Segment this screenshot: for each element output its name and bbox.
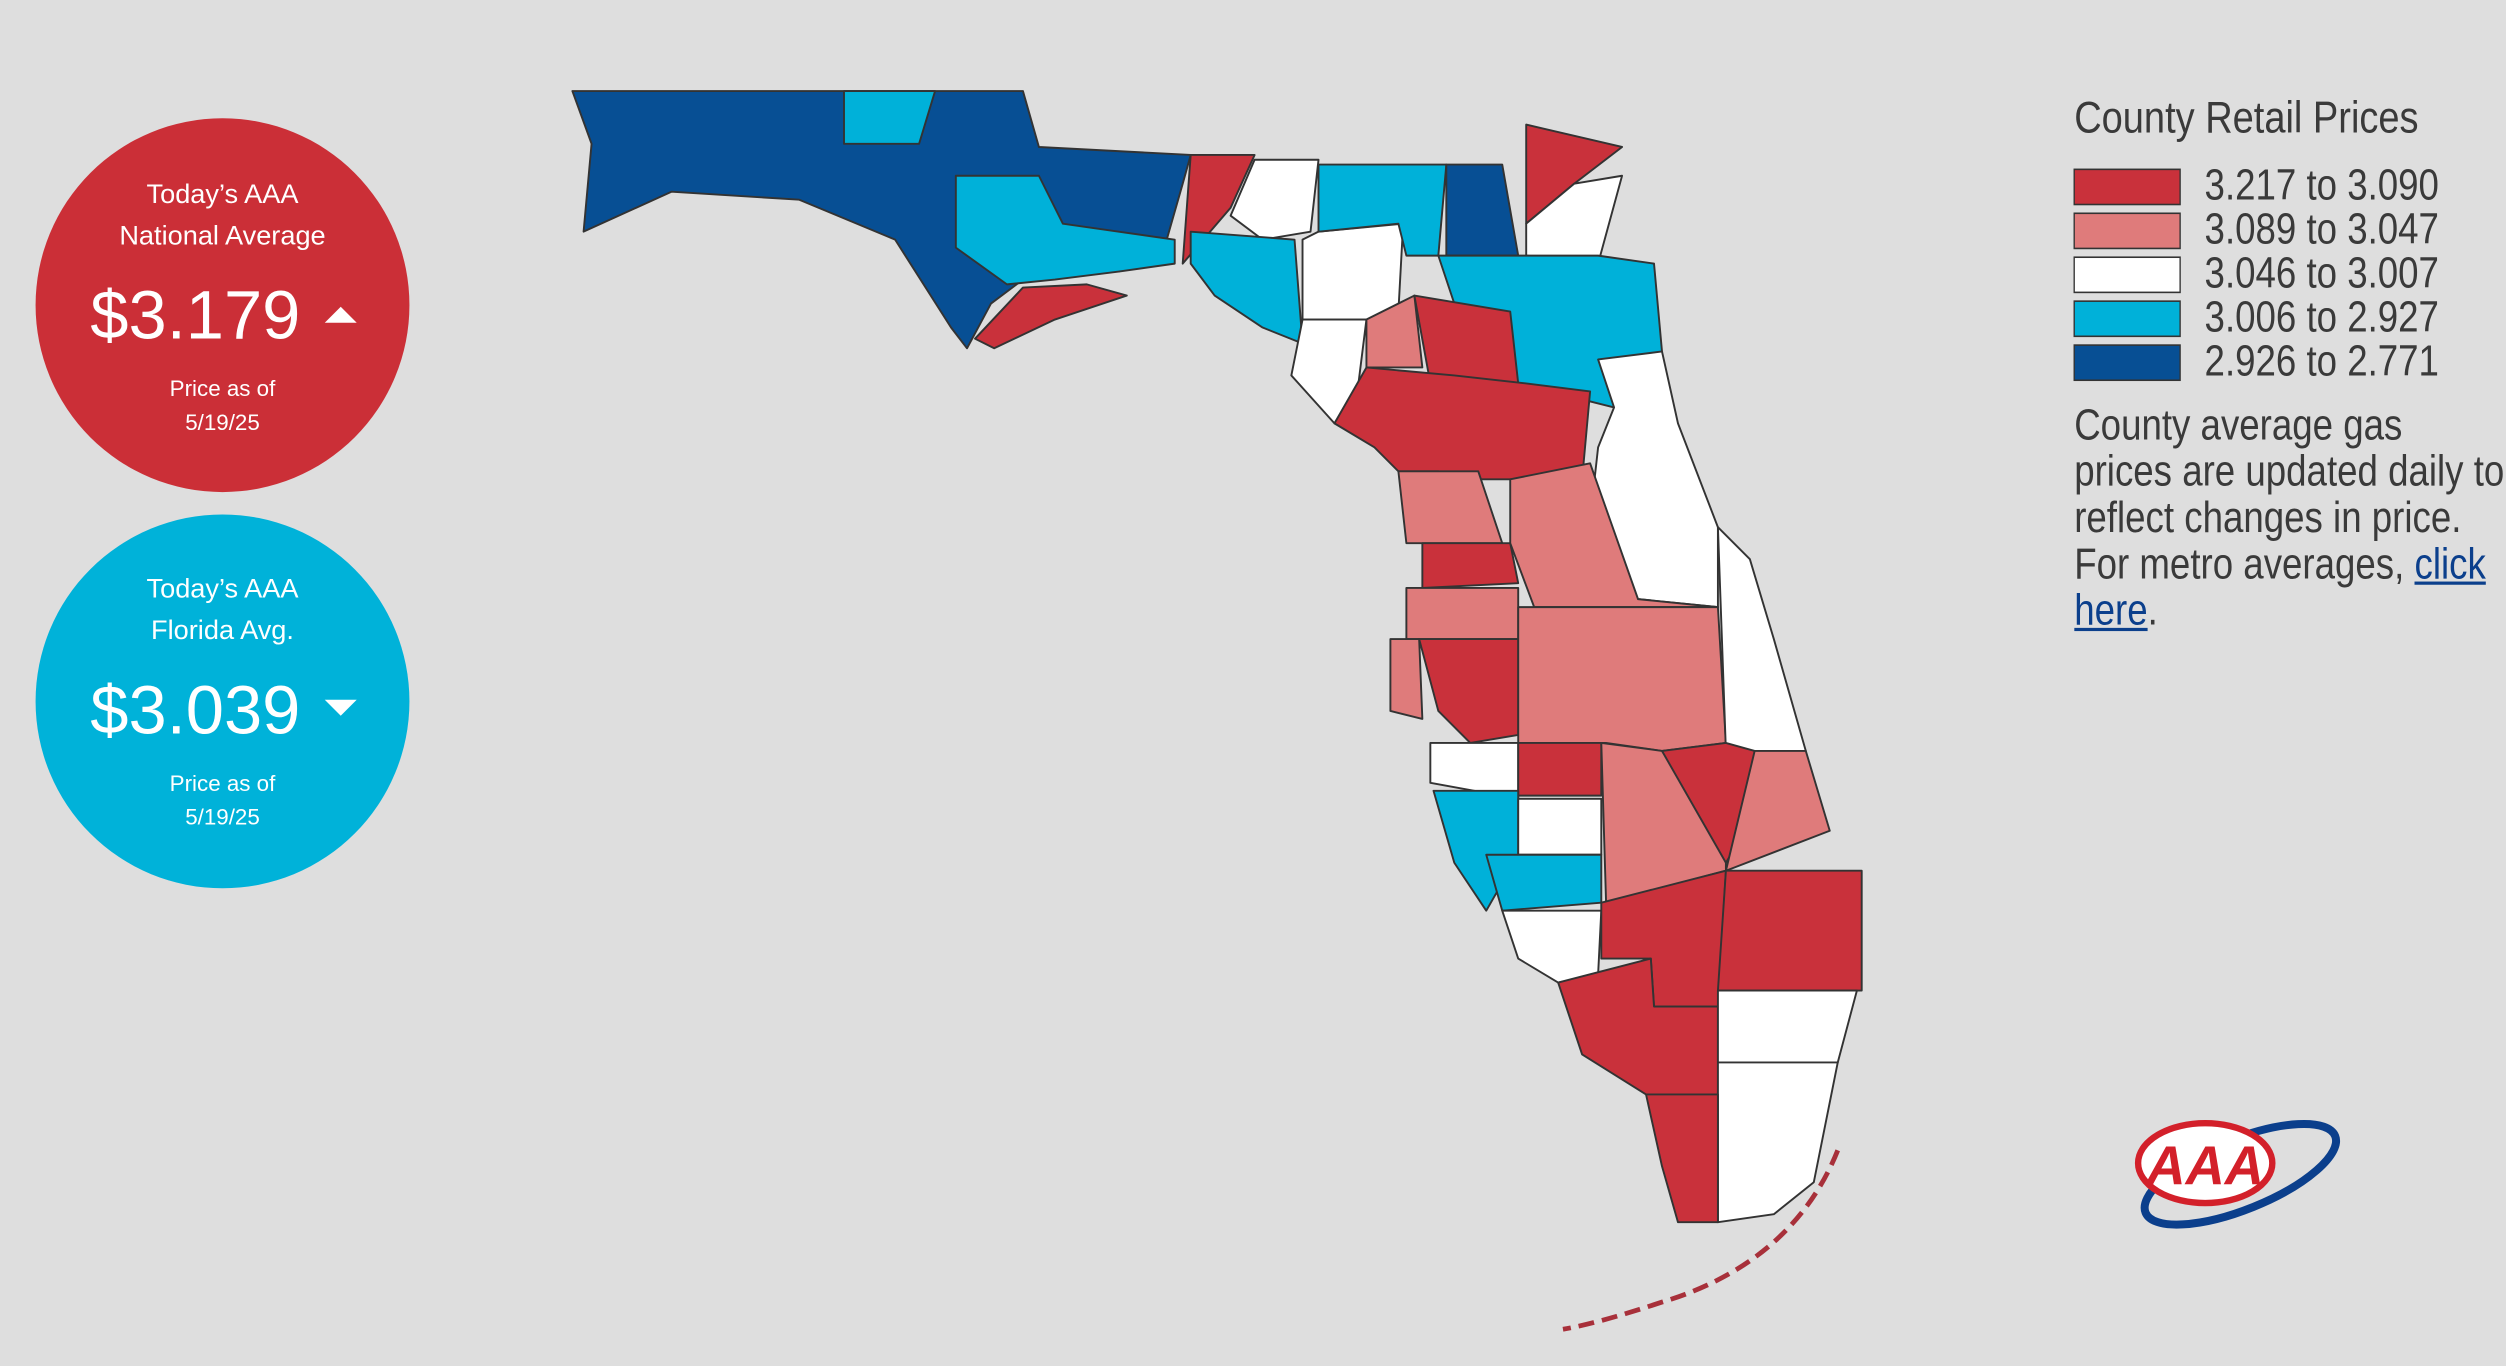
county	[843, 90, 937, 145]
county	[1397, 470, 1504, 545]
county	[974, 283, 1128, 350]
legend: County Retail Prices 3.217 to 3.0903.089…	[2073, 92, 2506, 635]
county	[1716, 989, 1858, 1064]
badge-circle	[35, 514, 410, 889]
county	[1716, 869, 1863, 992]
badge-circle	[35, 118, 410, 493]
note-text: County average gas prices are updated da…	[2074, 403, 2506, 635]
badge-date: 5/19/25	[185, 804, 260, 829]
link[interactable]: click here	[2074, 540, 2486, 635]
county	[1724, 749, 1831, 872]
county	[1365, 294, 1424, 369]
legend-label: 2.926 to 2.771	[2205, 338, 2439, 385]
county	[954, 174, 1176, 286]
badge-price: $3.039	[90, 671, 300, 748]
county	[1389, 638, 1424, 720]
county	[1525, 174, 1624, 265]
legend-swatch	[2073, 168, 2181, 206]
legend-label: 3.006 to 2.927	[2205, 294, 2439, 341]
legend-swatch	[2073, 300, 2181, 338]
badge-date-label: Price as of	[170, 771, 276, 796]
aaa-logo: AAA	[2134, 1119, 2341, 1229]
badge-label: National Average	[119, 219, 325, 250]
county	[1501, 909, 1603, 984]
up-arrow	[324, 306, 357, 323]
county	[1445, 163, 1520, 257]
legend-label: 3.089 to 3.047	[2205, 206, 2439, 253]
county	[1517, 741, 1603, 797]
legend-swatch	[2073, 212, 2181, 250]
keys	[1562, 1149, 1840, 1332]
county	[1405, 586, 1520, 641]
national-badge: Today’s AAA National Average $3.179 Pric…	[35, 118, 410, 493]
county	[1517, 606, 1727, 752]
badge-label: Florida Avg.	[151, 614, 294, 645]
county	[1485, 853, 1603, 912]
county	[1301, 222, 1405, 321]
county	[1716, 1061, 1839, 1224]
county	[1229, 158, 1320, 241]
county	[1716, 526, 1807, 752]
badge-price: $3.179	[90, 277, 300, 354]
county	[1189, 230, 1304, 345]
legend-label: 3.217 to 3.090	[2205, 162, 2439, 209]
note-end: .	[2147, 586, 2158, 635]
legend-swatch	[2073, 256, 2181, 294]
florida-badge: Today’s AAA Florida Avg. $3.039 Price as…	[35, 514, 410, 889]
county	[1418, 638, 1520, 744]
badge-label: Today’s AAA	[147, 178, 300, 209]
note-body: County average gas prices are updated da…	[2074, 402, 2505, 588]
county	[1517, 797, 1603, 856]
county	[1421, 542, 1520, 589]
legend-swatch	[2073, 344, 2181, 382]
legend-title: County Retail Prices	[2074, 92, 2418, 143]
legend-label: 3.046 to 3.007	[2205, 250, 2439, 297]
county	[571, 90, 1192, 350]
down-arrow	[324, 699, 357, 716]
florida-map	[571, 90, 1863, 1332]
county	[1645, 1093, 1719, 1224]
badge-date: 5/19/25	[185, 410, 260, 435]
badge-label: Today’s AAA	[147, 573, 300, 604]
logo-text: AAA	[2144, 1135, 2264, 1196]
badge-date-label: Price as of	[170, 376, 276, 401]
note: County average gas prices are updated da…	[2074, 403, 2506, 635]
